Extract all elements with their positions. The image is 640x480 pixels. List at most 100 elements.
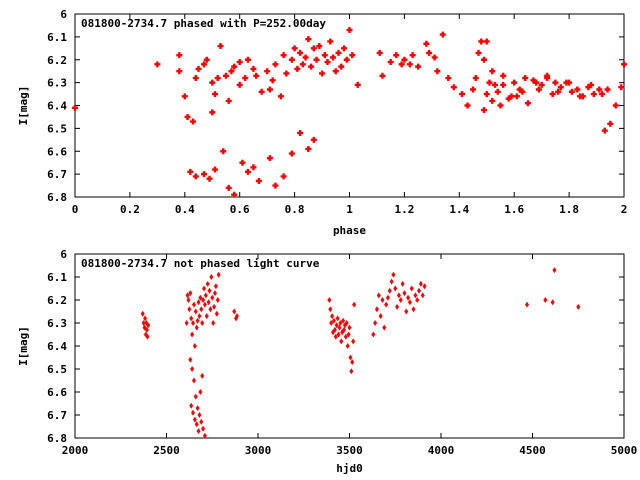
data-point — [191, 377, 196, 384]
y-tick-label: 6.8 — [47, 191, 67, 204]
data-point — [189, 402, 194, 409]
data-point — [310, 45, 317, 52]
data-point — [445, 75, 452, 82]
x-tick-label: 0.6 — [230, 203, 250, 216]
data-point — [280, 52, 287, 59]
data-point — [201, 171, 208, 178]
data-point — [576, 303, 581, 310]
data-point — [186, 297, 191, 303]
data-point — [339, 338, 344, 345]
x-tick-label: 1.4 — [449, 203, 469, 216]
data-point — [332, 326, 337, 333]
data-point — [459, 91, 466, 98]
data-point — [194, 324, 199, 331]
x-tick-label: 2000 — [62, 444, 89, 457]
data-point — [481, 107, 488, 114]
data-point — [450, 84, 457, 91]
data-point — [253, 72, 260, 79]
data-point — [211, 166, 218, 173]
data-point — [513, 93, 520, 100]
data-point — [154, 61, 161, 68]
data-point — [305, 145, 312, 152]
data-point — [208, 306, 213, 313]
data-point — [184, 113, 191, 120]
data-point — [277, 93, 284, 100]
data-point — [193, 308, 198, 315]
x-tick-label: 0.4 — [175, 203, 195, 216]
data-point — [269, 77, 276, 84]
y-tick-label: 6 — [60, 248, 67, 261]
data-point — [272, 182, 279, 189]
data-point — [189, 315, 194, 322]
data-point — [280, 173, 287, 180]
data-point — [497, 102, 504, 109]
data-point — [196, 299, 201, 306]
data-point — [196, 428, 201, 435]
data-point — [187, 306, 192, 313]
data-point — [201, 425, 206, 432]
data-point — [141, 320, 146, 326]
data-point — [577, 93, 584, 100]
data-point — [198, 389, 203, 395]
data-point — [413, 292, 418, 299]
data-point — [202, 301, 207, 308]
data-point — [194, 421, 199, 428]
data-point — [409, 285, 414, 292]
data-point — [321, 52, 328, 59]
data-point — [192, 75, 199, 82]
data-point — [500, 81, 507, 88]
data-point — [144, 326, 149, 333]
y-tick-label: 6.3 — [47, 77, 67, 90]
data-point — [242, 75, 249, 82]
y-tick-label: 6.8 — [47, 432, 67, 445]
data-point — [214, 75, 221, 82]
data-point — [596, 86, 603, 93]
data-point — [195, 65, 202, 72]
y-tick-label: 6.5 — [47, 363, 67, 376]
data-point — [143, 315, 148, 322]
data-point — [618, 84, 625, 91]
data-point — [211, 320, 216, 326]
data-point — [244, 168, 251, 175]
data-point — [181, 93, 188, 100]
data-point — [191, 320, 196, 326]
data-point — [140, 310, 145, 317]
data-point — [568, 88, 575, 95]
data-point — [236, 59, 243, 66]
data-point — [197, 412, 202, 418]
data-point — [489, 68, 496, 75]
data-point — [522, 75, 529, 82]
data-point — [334, 322, 339, 329]
data-point — [209, 109, 216, 116]
data-point — [349, 368, 354, 375]
data-point — [481, 56, 488, 63]
x-tick-label: 3500 — [336, 444, 363, 457]
data-point — [599, 91, 606, 98]
x-tick-label: 1 — [346, 203, 353, 216]
data-point — [338, 63, 345, 70]
data-point — [200, 320, 205, 326]
data-point — [176, 52, 183, 59]
data-point — [409, 52, 416, 59]
data-point — [519, 88, 526, 95]
y-tick-label: 6.6 — [47, 145, 67, 158]
data-point — [255, 177, 262, 184]
data-point — [202, 285, 207, 292]
data-point — [489, 97, 496, 104]
data-point — [191, 409, 196, 416]
data-point — [176, 68, 183, 75]
data-point — [343, 333, 348, 340]
data-point — [533, 79, 540, 86]
data-point — [378, 313, 383, 320]
data-point — [302, 54, 309, 61]
x-axis-label: phase — [333, 224, 366, 237]
data-point — [228, 68, 235, 75]
y-tick-label: 6.2 — [47, 294, 67, 307]
data-point — [508, 93, 515, 100]
y-axis-label: I[mag] — [17, 326, 30, 366]
chart-title: 081800-2734.7 phased with P=252.00day — [81, 17, 326, 30]
data-point — [524, 100, 531, 107]
y-tick-label: 6.5 — [47, 122, 67, 135]
data-point — [566, 79, 573, 86]
unphased-light-curve-panel: 2000 2500 3000 3500 4000 4500 5000 6 6.1 6.2 6.3 6.… — [17, 248, 637, 475]
